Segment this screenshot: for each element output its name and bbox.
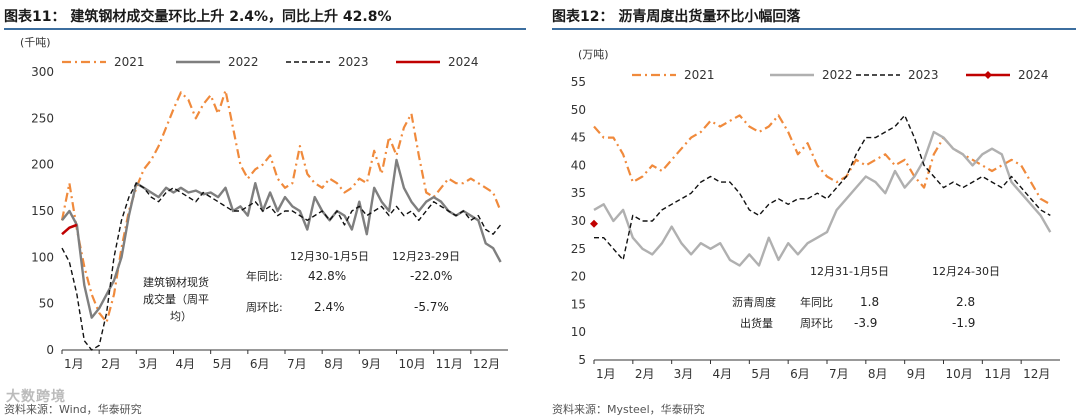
left-annot-wow-col2: -5.7%	[414, 300, 449, 314]
left-figure-title: 图表11： 建筑钢材成交量环比上升 2.4%，同比上升 42.8%	[4, 9, 392, 25]
right-y-unit-label: (万吨)	[578, 48, 609, 61]
left-annot-label-line1: 建筑钢材现货	[143, 275, 209, 289]
left-title-rule	[4, 28, 526, 30]
right-x-tick-label: 6月	[790, 367, 810, 381]
left-annot-yoy-col2: -22.0%	[410, 269, 452, 283]
left-series-line-2022	[61, 158, 502, 319]
right-chart: (万吨) 5 10 15 20 25 30 35 40 45 50 55 1月 2月 3月 4月 5月 6月 7月…	[571, 48, 1060, 381]
right-y-tick-label: 5	[578, 353, 586, 367]
right-annot-wow-col2: -1.9	[952, 316, 975, 330]
right-x-tick-label: 7月	[829, 367, 849, 381]
right-y-tick-label: 25	[571, 242, 586, 256]
right-legend-label-2022: 2022	[822, 68, 853, 82]
left-y-tick-label: 200	[31, 158, 54, 172]
left-series-line-2024	[61, 223, 78, 236]
right-annot-label-line1: 沥青周度	[732, 295, 776, 309]
right-x-tick-label: 3月	[674, 367, 694, 381]
left-x-tick-label: 7月	[287, 357, 307, 371]
right-source-note: 资料来源：Mysteel，华泰研究	[552, 403, 705, 416]
right-title-rule	[552, 28, 1076, 30]
left-annot-col2-header: 12月23-29日	[392, 250, 460, 263]
right-series-line-2023	[594, 114, 1051, 261]
right-annot-yoy-col1: 1.8	[860, 295, 879, 309]
left-annot-wow-label: 周环比:	[246, 301, 283, 314]
right-annot-label-line2: 出货量	[740, 316, 773, 330]
left-y-tick-label: 100	[31, 250, 54, 264]
right-y-tick-label: 20	[571, 270, 586, 284]
watermark: 大数跨境	[6, 389, 66, 405]
right-y-tick-label: 45	[571, 131, 586, 145]
left-x-tick-label: 10月	[399, 357, 426, 371]
right-annot-wow-label: 周环比	[800, 317, 833, 330]
right-x-tick-label: 9月	[907, 367, 927, 381]
left-y-tick-label: 150	[31, 204, 54, 218]
right-x-tick-label: 5月	[751, 367, 771, 381]
right-annot-col2-header: 12月24-30日	[932, 265, 1000, 278]
right-y-tick-label: 55	[571, 75, 586, 89]
left-y-tick-label: 300	[31, 65, 54, 79]
left-x-tick-label: 8月	[324, 357, 344, 371]
right-x-tick-label: 10月	[946, 367, 973, 381]
right-figure-title: 图表12： 沥青周度出货量环比小幅回落	[552, 9, 801, 25]
right-annot-yoy-label: 年同比	[800, 295, 833, 309]
left-y-tick-label: 0	[46, 343, 54, 357]
right-y-tick-label: 15	[571, 297, 586, 311]
left-legend-label-2024: 2024	[448, 55, 479, 69]
left-annot-yoy-col1: 42.8%	[308, 269, 346, 283]
left-x-tick-label: 2月	[101, 357, 121, 371]
right-x-tick-label: 12月	[1023, 367, 1050, 381]
left-y-tick-label: 250	[31, 111, 54, 125]
left-annot-label-line2: 成交量（周平	[143, 292, 209, 306]
left-y-tick-label: 50	[39, 297, 54, 311]
right-x-tick-label: 2月	[635, 367, 655, 381]
right-series-line-2022	[593, 130, 1052, 267]
left-x-tick-label: 4月	[176, 357, 196, 371]
left-x-tick-label: 11月	[436, 357, 463, 371]
left-x-tick-label: 6月	[250, 357, 270, 371]
left-annot-wow-col1: 2.4%	[314, 300, 345, 314]
left-legend-label-2021: 2021	[114, 55, 145, 69]
left-x-tick-label: 5月	[213, 357, 233, 371]
left-x-tick-label: 9月	[361, 357, 381, 371]
right-y-tick-label: 50	[571, 103, 586, 117]
left-annot-col1-header: 12月30-1月5日	[290, 250, 369, 263]
left-x-tick-label: 12月	[473, 357, 500, 371]
left-x-tick-label: 1月	[64, 357, 84, 371]
right-annot-col1-header: 12月31-1月5日	[810, 265, 889, 278]
right-legend-label-2021: 2021	[684, 68, 715, 82]
right-legend-marker-2024	[984, 71, 992, 79]
left-source-note: 资料来源：Wind，华泰研究	[4, 403, 142, 416]
right-legend-label-2023: 2023	[908, 68, 939, 82]
left-legend-label-2022: 2022	[228, 55, 259, 69]
left-series-line-2021	[60, 89, 502, 324]
right-x-tick-label: 8月	[868, 367, 888, 381]
right-x-tick-label: 11月	[984, 367, 1011, 381]
left-chart: (千吨) 0 50 100 150 200 250 300 1月 2月 3月 4月 5月 6月 7月 8月 9…	[20, 36, 508, 371]
right-legend-label-2024: 2024	[1018, 68, 1049, 82]
right-y-tick-label: 40	[571, 158, 586, 172]
left-x-tick-label: 3月	[138, 357, 158, 371]
right-series-point-2024	[590, 219, 598, 228]
left-y-unit-label: (千吨)	[20, 36, 51, 49]
right-series-line-2021	[593, 114, 1051, 206]
left-annot-yoy-label: 年同比:	[246, 269, 283, 283]
right-annot-wow-col1: -3.9	[854, 316, 877, 330]
right-x-tick-label: 1月	[596, 367, 616, 381]
right-x-tick-label: 4月	[713, 367, 733, 381]
right-annot-yoy-col2: 2.8	[956, 295, 975, 309]
right-y-tick-label: 35	[571, 186, 586, 200]
left-annot-label-line3: 均）	[170, 310, 192, 323]
right-y-tick-label: 10	[571, 325, 586, 339]
right-y-tick-label: 30	[571, 214, 586, 228]
left-series-line-2023	[61, 182, 502, 351]
left-legend-label-2023: 2023	[338, 55, 369, 69]
